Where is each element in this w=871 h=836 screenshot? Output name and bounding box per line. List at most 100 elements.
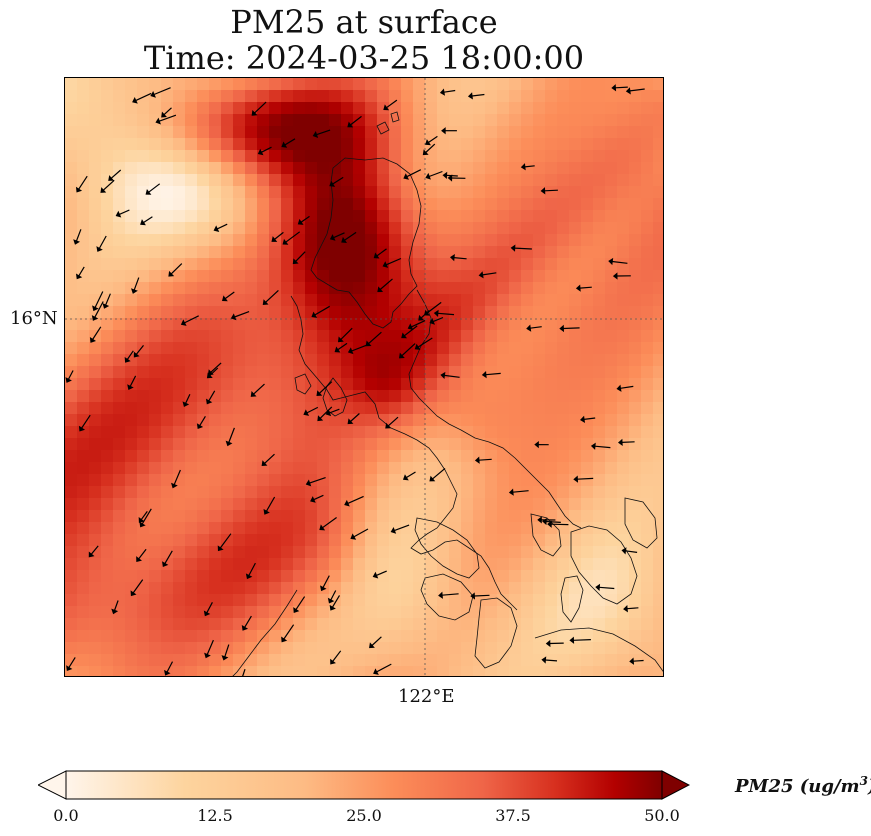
- pm25-cell: [305, 294, 318, 307]
- coastline-palawan: [232, 589, 298, 676]
- pm25-cell: [101, 570, 114, 583]
- pm25-cell: [353, 366, 366, 379]
- wind-vector-head: [520, 163, 526, 171]
- pm25-cell: [569, 366, 582, 379]
- pm25-cell: [545, 222, 558, 235]
- pm25-cell: [365, 186, 378, 199]
- pm25-cell: [449, 570, 462, 583]
- pm25-cell: [473, 618, 486, 631]
- pm25-cell: [137, 366, 150, 379]
- pm25-cell: [125, 198, 138, 211]
- pm25-cell: [89, 642, 102, 655]
- pm25-cell: [401, 618, 414, 631]
- pm25-cell: [521, 594, 534, 607]
- pm25-cell: [509, 654, 522, 667]
- pm25-cell: [461, 618, 474, 631]
- pm25-cell: [125, 390, 138, 403]
- wind-vector-head: [225, 440, 233, 447]
- pm25-cell: [281, 570, 294, 583]
- pm25-cell: [485, 594, 498, 607]
- pm25-cell: [377, 402, 390, 415]
- pm25-cell: [89, 618, 102, 631]
- pm25-cell: [557, 534, 570, 547]
- pm25-cell: [629, 426, 642, 439]
- pm25-cell: [89, 390, 102, 403]
- pm25-cell: [593, 282, 606, 295]
- pm25-cell: [377, 210, 390, 223]
- pm25-cell: [401, 570, 414, 583]
- pm25-cell: [173, 330, 186, 343]
- pm25-cell: [353, 222, 366, 235]
- pm25-cell: [497, 138, 510, 151]
- wind-vector-head: [171, 482, 178, 489]
- pm25-cell: [185, 402, 198, 415]
- wind-vector-head: [478, 271, 484, 279]
- pm25-cell: [293, 570, 306, 583]
- pm25-cell: [365, 210, 378, 223]
- wind-vector-head: [625, 87, 631, 95]
- pm25-cell: [497, 318, 510, 331]
- wind-vector-head: [616, 384, 622, 392]
- pm25-cell: [653, 558, 663, 571]
- pm25-cell: [617, 246, 630, 259]
- pm25-cell: [137, 270, 150, 283]
- pm25-cell: [329, 354, 342, 367]
- pm25-cell: [653, 138, 663, 151]
- pm25-cell: [197, 102, 210, 115]
- pm25-cell: [521, 666, 534, 676]
- pm25-cell: [629, 282, 642, 295]
- pm25-cell: [353, 594, 366, 607]
- pm25-cell: [521, 558, 534, 571]
- pm25-cell: [245, 486, 258, 499]
- pm25-cell: [197, 438, 210, 451]
- pm25-cell: [557, 366, 570, 379]
- pm25-cell: [605, 498, 618, 511]
- pm25-cell: [281, 126, 294, 139]
- pm25-cell: [233, 570, 246, 583]
- pm25-cell: [461, 150, 474, 163]
- pm25-cell: [245, 534, 258, 547]
- pm25-cell: [557, 102, 570, 115]
- pm25-cell: [329, 414, 342, 427]
- pm25-cell: [317, 438, 330, 451]
- pm25-cell: [521, 258, 534, 271]
- pm25-cell: [149, 570, 162, 583]
- pm25-cell: [377, 78, 390, 91]
- pm25-cell: [269, 246, 282, 259]
- pm25-cell: [161, 618, 174, 631]
- pm25-cell: [533, 594, 546, 607]
- pm25-cell: [113, 654, 126, 667]
- pm25-cell: [281, 606, 294, 619]
- pm25-cell: [89, 114, 102, 127]
- pm25-cell: [365, 402, 378, 415]
- pm25-cell: [257, 630, 270, 643]
- pm25-cell: [557, 510, 570, 523]
- pm25-cell: [461, 354, 474, 367]
- pm25-cell: [281, 594, 294, 607]
- pm25-cell: [593, 594, 606, 607]
- pm25-cell: [113, 546, 126, 559]
- pm25-cell: [209, 570, 222, 583]
- pm25-cell: [521, 138, 534, 151]
- pm25-cell: [293, 102, 306, 115]
- pm25-cell: [365, 438, 378, 451]
- pm25-cell: [341, 582, 354, 595]
- wind-vector: [443, 89, 456, 93]
- pm25-cell: [233, 366, 246, 379]
- pm25-cell: [521, 198, 534, 211]
- pm25-cell: [545, 414, 558, 427]
- pm25-cell: [461, 198, 474, 211]
- pm25-cell: [437, 306, 450, 319]
- pm25-cell: [353, 546, 366, 559]
- pm25-cell: [485, 234, 498, 247]
- pm25-cell: [641, 270, 654, 283]
- pm25-cell: [593, 114, 606, 127]
- pm25-cell: [593, 642, 606, 655]
- pm25-cell: [197, 582, 210, 595]
- pm25-cell: [365, 462, 378, 475]
- pm25-cell: [437, 198, 450, 211]
- pm25-cell: [641, 522, 654, 535]
- pm25-cell: [569, 210, 582, 223]
- pm25-cell: [545, 102, 558, 115]
- pm25-cell: [509, 282, 522, 295]
